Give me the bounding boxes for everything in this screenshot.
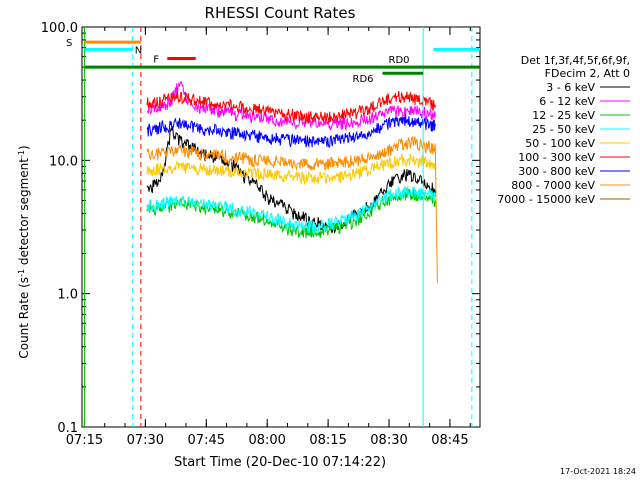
series-line-300-800keV — [146, 114, 436, 149]
y-label-part1: Count Rate (s — [17, 277, 31, 359]
series-line-800-7000keV — [146, 135, 438, 284]
footer-timestamp: 17-Oct-2021 18:24 — [560, 467, 636, 476]
chart-title: RHESSI Count Rates — [205, 4, 356, 22]
state-label-N: N — [135, 45, 142, 56]
state-label-RD6: RD6 — [353, 74, 374, 85]
y-tick-label: 0.1 — [57, 421, 78, 436]
x-tick-label: 08:15 — [309, 433, 346, 448]
legend-label: 800 - 7000 keV — [511, 179, 595, 192]
x-axis-label: Start Time (20-Dec-10 07:14:22) — [174, 455, 386, 470]
y-label-sup2: -1 — [17, 150, 26, 158]
attenuator-states: S NF RD0 RD6 — [66, 38, 480, 85]
legend-label: 300 - 800 keV — [518, 165, 595, 178]
legend-header-line1: Det 1f,3f,4f,5f,6f,9f, — [521, 54, 630, 67]
x-tick-label: 08:30 — [370, 433, 407, 448]
legend-label: 6 - 12 keV — [539, 95, 595, 108]
series-line-50-100keV — [146, 153, 436, 186]
x-tick-label: 08:00 — [248, 433, 285, 448]
x-tick-label: 07:30 — [127, 433, 164, 448]
y-tick-label: 100.0 — [41, 21, 78, 36]
legend-label: 25 - 50 keV — [532, 123, 595, 136]
y-tick-label: 1.0 — [57, 288, 78, 303]
x-tick-label: 07:15 — [66, 433, 103, 448]
x-tick-label: 07:45 — [188, 433, 225, 448]
axes — [81, 26, 481, 428]
y-axis-label: Count Rate (s-1 detector segment-1) — [17, 145, 31, 358]
legend-label: 12 - 25 keV — [532, 109, 595, 122]
legend-label: 3 - 6 keV — [546, 81, 595, 94]
state-label-RD0: RD0 — [389, 55, 410, 66]
y-ticks: 0.1 1.0 10.0 100.0 — [41, 21, 480, 436]
state-label-S: S — [66, 38, 72, 49]
legend-header-line2: FDecim 2, Att 0 — [545, 67, 630, 80]
y-label-part3: ) — [17, 145, 31, 150]
y-tick-label: 10.0 — [49, 154, 78, 169]
state-label-F: F — [153, 55, 159, 66]
legend: Det 1f,3f,4f,5f,6f,9f, FDecim 2, Att 0 3… — [497, 54, 630, 206]
x-tick-label: 08:45 — [431, 433, 468, 448]
y-label-part2: detector segment — [17, 158, 31, 269]
series-line-25-50keV — [146, 186, 436, 234]
series-line-100-300keV — [146, 90, 436, 125]
y-label-sup1: -1 — [17, 269, 26, 277]
legend-label: 7000 - 15000 keV — [497, 193, 595, 206]
legend-label: 50 - 100 keV — [525, 137, 595, 150]
legend-label: 100 - 300 keV — [518, 151, 595, 164]
series-group — [146, 81, 438, 284]
x-ticks: 07:15 07:30 07:45 08:00 08:15 08:30 08:45 — [66, 27, 471, 448]
plot-frame — [81, 26, 481, 428]
vertical-markers — [83, 27, 473, 427]
